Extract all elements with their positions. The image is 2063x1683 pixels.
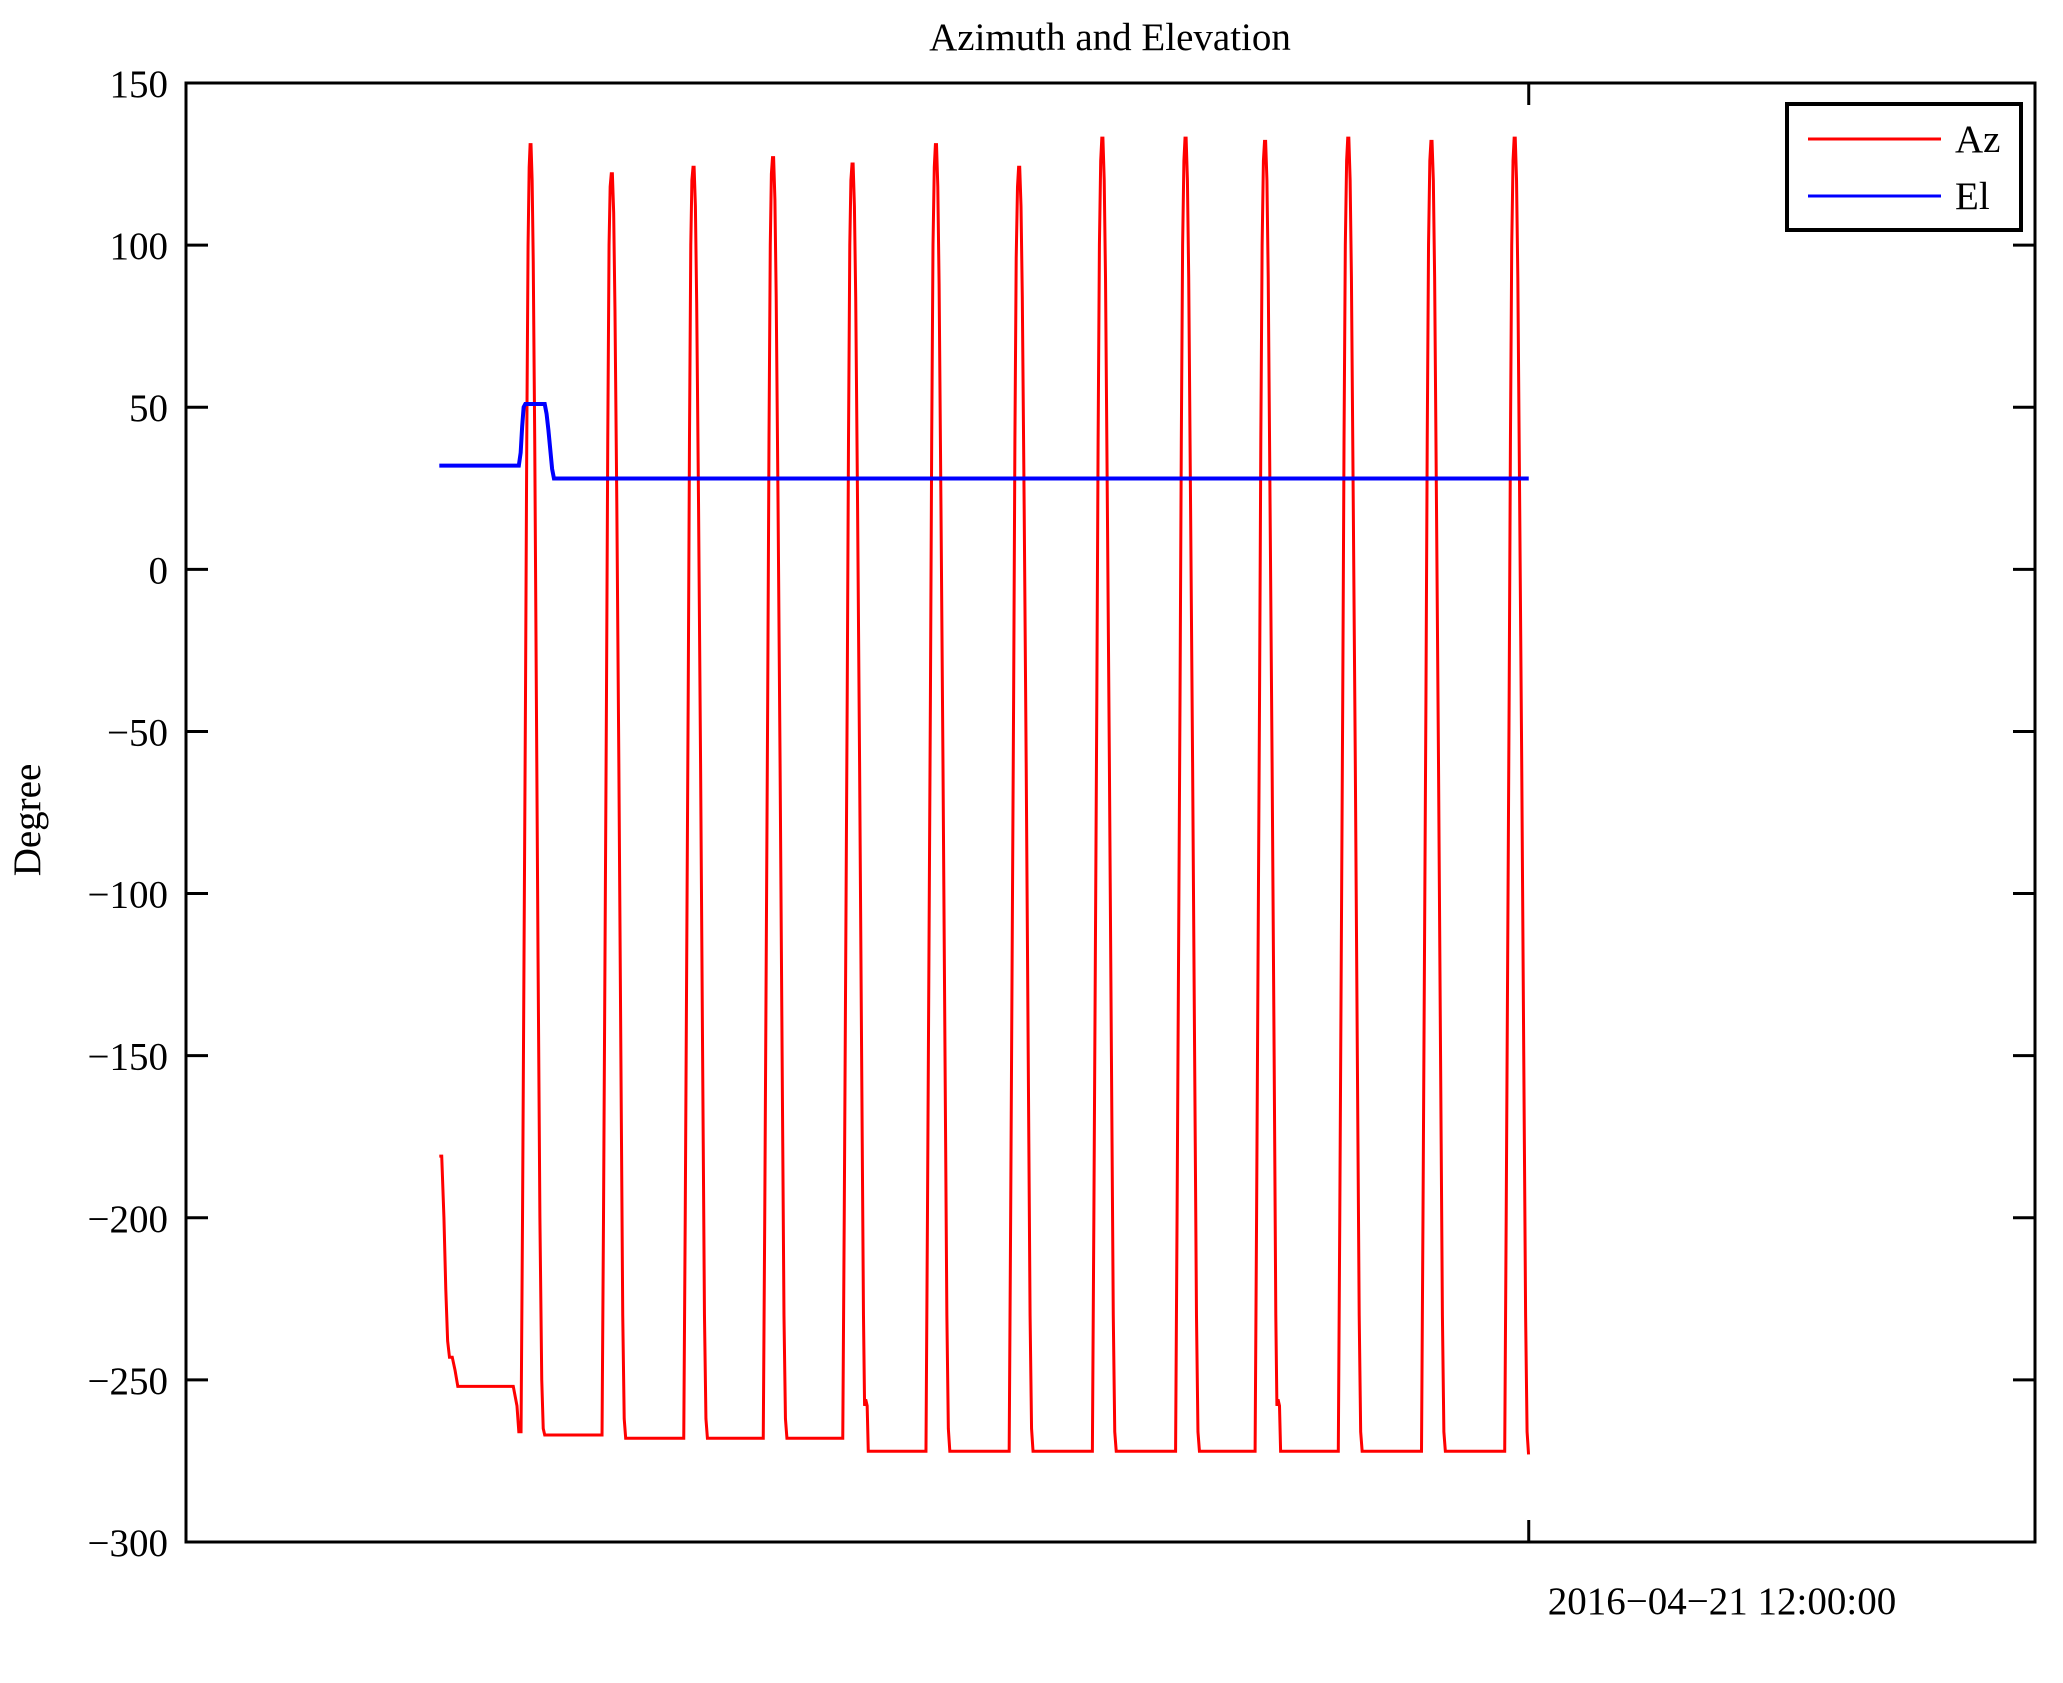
y-tick-label: 150 bbox=[110, 63, 169, 106]
legend-label-el: El bbox=[1955, 175, 1990, 218]
y-tick-label: −200 bbox=[88, 1198, 169, 1241]
y-tick-label: 100 bbox=[110, 225, 169, 268]
plot-frame bbox=[184, 81, 2037, 1544]
y-tick-label: 50 bbox=[129, 387, 168, 430]
y-tick-label: −250 bbox=[88, 1360, 169, 1403]
y-axis-ticks: 150 100 50 0 −50 −100 −150 −200 −250 −300 bbox=[88, 63, 2035, 1565]
y-axis-title: Degree bbox=[6, 764, 49, 877]
series-az bbox=[439, 136, 1531, 1455]
y-tick-label: −300 bbox=[88, 1522, 169, 1565]
legend: Az El bbox=[1785, 102, 2023, 232]
chart-title: Azimuth and Elevation bbox=[929, 16, 1291, 59]
y-tick-label: −50 bbox=[107, 711, 168, 754]
y-tick-label: −100 bbox=[88, 874, 169, 917]
data-series-group bbox=[439, 136, 1531, 1455]
x-axis-tick-label: 2016−04−21 12:00:00 bbox=[1548, 1580, 1896, 1623]
y-tick-label: 0 bbox=[149, 549, 169, 592]
legend-label-az: Az bbox=[1955, 118, 2000, 161]
y-tick-label: −150 bbox=[88, 1036, 169, 1079]
series-el bbox=[439, 401, 1529, 481]
legend-box bbox=[1785, 102, 2023, 232]
